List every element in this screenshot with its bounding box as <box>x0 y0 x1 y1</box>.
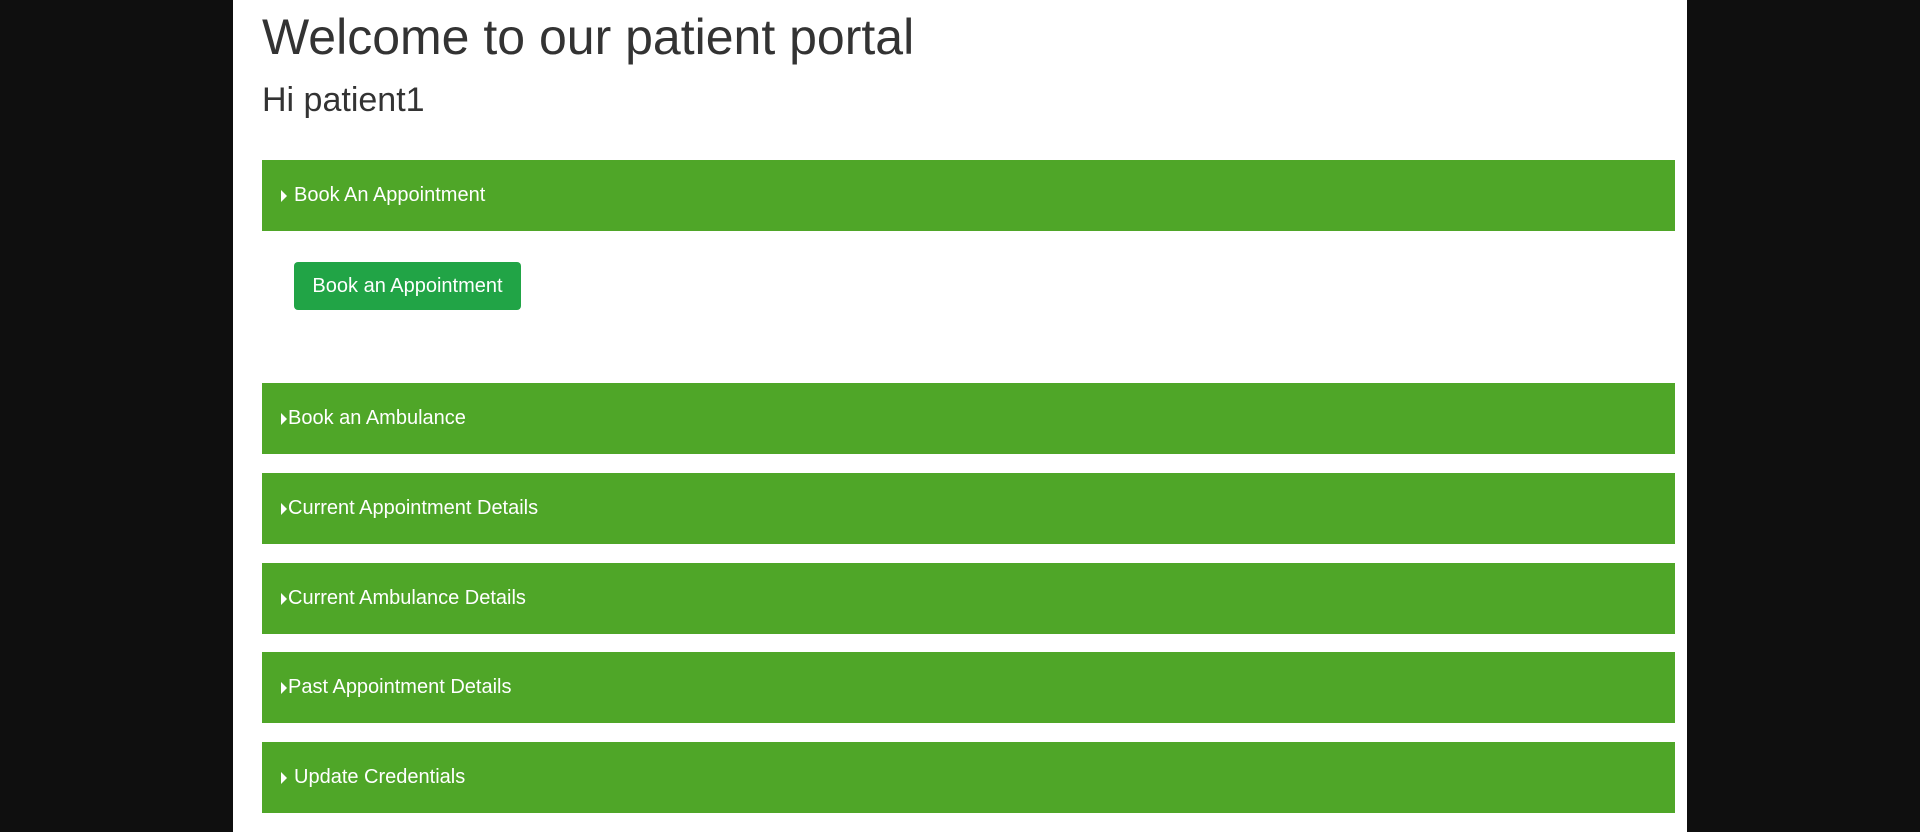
caret-right-icon <box>281 681 287 694</box>
caret-right-icon <box>281 412 287 425</box>
panel-header-current-ambulance-details[interactable]: Current Ambulance Details <box>262 563 1675 634</box>
portal-page: Welcome to our patient portal Hi patient… <box>233 0 1687 832</box>
panel-label: Update Credentials <box>294 766 466 788</box>
caret-right-icon <box>281 189 287 202</box>
panel-label: Book an Ambulance <box>288 407 466 429</box>
panel-label: Current Ambulance Details <box>288 587 526 609</box>
panel-label: Past Appointment Details <box>288 676 512 698</box>
panel-header-book-appointment[interactable]: Book An Appointment <box>262 160 1675 231</box>
caret-right-icon <box>281 771 287 784</box>
panel-label: Book An Appointment <box>294 184 486 206</box>
panel-label: Current Appointment Details <box>288 497 539 519</box>
panel-header-current-appointment-details[interactable]: Current Appointment Details <box>262 473 1675 544</box>
panel-header-past-appointment-details[interactable]: Past Appointment Details <box>262 652 1675 723</box>
caret-right-icon <box>281 502 287 515</box>
panel-header-book-ambulance[interactable]: Book an Ambulance <box>262 383 1675 454</box>
caret-right-icon <box>281 592 287 605</box>
panel-header-update-credentials[interactable]: Update Credentials <box>262 742 1675 813</box>
book-appointment-button[interactable]: Book an Appointment <box>294 262 521 310</box>
page-title: Welcome to our patient portal <box>262 9 915 65</box>
greeting-text: Hi patient1 <box>262 81 425 119</box>
